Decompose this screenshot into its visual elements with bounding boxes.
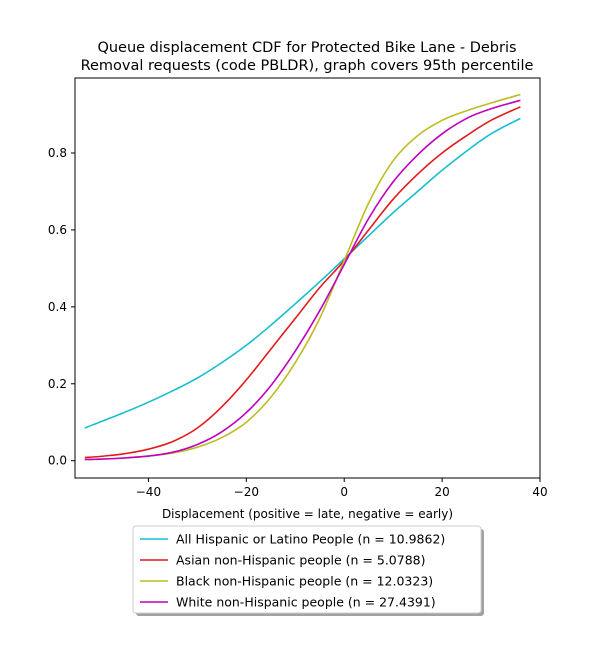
legend-box (132, 525, 482, 614)
series-lines (84, 93, 521, 461)
legend: All Hispanic or Latino People (n = 10.98… (132, 525, 484, 616)
y-tick-label: 0.8 (48, 146, 67, 160)
legend-label-3: White non-Hispanic people (n = 27.4391) (176, 595, 436, 610)
plot-area (74, 77, 541, 479)
legend-label-1: Asian non-Hispanic people (n = 5.0788) (176, 553, 426, 568)
chart-title: Queue displacement CDF for Protected Bik… (81, 40, 534, 74)
chart-title-line: Removal requests (code PBLDR), graph cov… (81, 58, 534, 74)
x-tick-label: 40 (532, 485, 547, 499)
series-line-1 (84, 106, 521, 459)
y-tick-label: 0.2 (48, 377, 67, 391)
x-axis-ticks: −40 −20 0 20 40 (136, 478, 548, 499)
legend-label-0: All Hispanic or Latino People (n = 10.98… (176, 532, 445, 547)
y-tick-label: 0.4 (48, 300, 67, 314)
series-line-0 (84, 117, 521, 429)
series-line-3 (84, 99, 521, 461)
y-axis-ticks: 0.0 0.2 0.4 0.6 0.8 (48, 146, 75, 468)
chart-title-line: Queue displacement CDF for Protected Bik… (97, 40, 516, 56)
x-tick-label: 20 (434, 485, 449, 499)
y-tick-label: 0.0 (48, 454, 67, 468)
y-tick-label: 0.6 (48, 223, 67, 237)
x-tick-label: 0 (340, 485, 348, 499)
x-axis-label: Displacement (positive = late, negative … (162, 507, 453, 521)
x-tick-label: −20 (234, 485, 259, 499)
legend-label-2: Black non-Hispanic people (n = 12.0323) (176, 574, 433, 589)
series-line-2 (84, 93, 521, 461)
x-tick-label: −40 (136, 485, 161, 499)
